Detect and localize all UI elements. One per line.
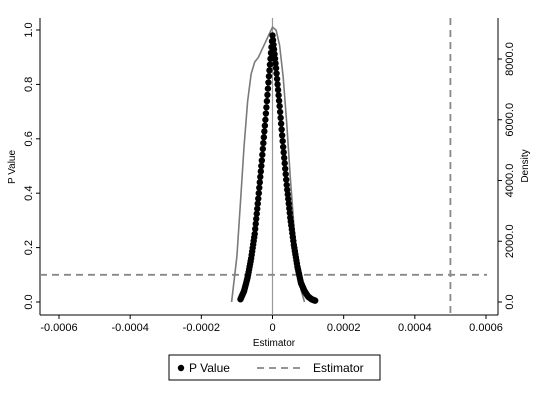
pvalue-point <box>279 143 287 151</box>
pvalue-point <box>280 154 288 162</box>
pvalue-point <box>254 200 261 207</box>
pvalue-point <box>272 64 280 72</box>
pvalue-point <box>275 92 282 99</box>
pvalue-point <box>253 210 260 217</box>
pvalue-point <box>273 75 281 83</box>
y2-tick-label: 8000.0 <box>504 42 516 76</box>
pvalue-point <box>260 139 267 147</box>
pvalue-point <box>278 126 285 133</box>
y-tick-label: 0.6 <box>23 131 35 146</box>
pvalue-point <box>254 205 261 212</box>
pvalue-point <box>274 81 281 88</box>
pvalue-point <box>255 190 262 197</box>
pvalue-point <box>282 165 289 172</box>
x-tick-label: 0.0006 <box>469 322 503 334</box>
x-tick-label: -0.0004 <box>112 322 149 334</box>
pvalue-point <box>258 157 266 164</box>
pvalue-point <box>285 200 292 207</box>
pvalue-point <box>252 220 259 228</box>
pvalue-point <box>272 60 279 67</box>
x-axis-title: Estimator <box>253 338 296 349</box>
pvalue-point <box>273 70 280 77</box>
pvalue-point <box>258 162 265 170</box>
pvalue-point <box>265 73 273 80</box>
y-tick-label: 1.0 <box>23 22 35 37</box>
pvalue-point <box>280 149 287 156</box>
axes <box>39 18 499 316</box>
pvalue-point <box>269 32 276 39</box>
pvalue-point <box>274 86 282 94</box>
y-tick-label: 0.8 <box>23 77 35 92</box>
pvalue-point <box>267 55 274 62</box>
pvalue-point <box>257 168 265 175</box>
pvalue-point <box>253 215 260 223</box>
pvalue-point <box>261 128 268 135</box>
pvalue-point <box>264 91 271 99</box>
pvalue-point <box>277 114 284 122</box>
legend: P Value Estimator <box>168 354 381 381</box>
legend-pvalue-marker <box>177 364 185 372</box>
pvalue-point <box>263 97 271 105</box>
pvalue-point <box>283 176 290 183</box>
pvalue-point <box>269 36 277 44</box>
pvalue-point <box>257 173 264 181</box>
pvalue-point <box>285 195 292 203</box>
pvalue-point <box>276 108 284 116</box>
pvalue-point <box>251 230 258 238</box>
pvalue-point <box>276 102 283 110</box>
y2-tick-label: 2000.0 <box>504 224 516 258</box>
pvalue-point <box>271 55 279 62</box>
pvalue-point <box>286 205 293 212</box>
y2-tick-label: 6000.0 <box>504 103 516 137</box>
pvalue-point <box>312 297 319 304</box>
pvalue-point <box>286 209 293 217</box>
pvalue-point <box>277 120 285 127</box>
legend-pvalue-label: P Value <box>189 361 230 375</box>
x-tick-label: -0.0002 <box>183 322 220 334</box>
x-tick-label: 0.0002 <box>327 322 361 334</box>
pvalue-point <box>266 67 273 74</box>
ticks: 0.0 0.2 0.4 0.6 0.8 1.0 0.0 2000.0 4000.0 6000.0 8… <box>23 22 516 334</box>
pvalue-point <box>265 79 272 86</box>
pvalue-point <box>260 134 268 141</box>
pvalue-point <box>255 195 262 202</box>
pvalue-point <box>262 116 269 123</box>
pvalue-point <box>270 46 278 53</box>
pvalue-point <box>259 145 267 153</box>
pvalue-point <box>252 225 259 233</box>
pvalue-point <box>264 85 272 92</box>
y-tick-label: 0.0 <box>23 294 35 309</box>
y-axis-title: P Value <box>7 150 18 185</box>
pvalue-point <box>266 61 274 68</box>
pvalue-point <box>278 132 286 139</box>
y2-tick-label: 4000.0 <box>504 164 516 198</box>
pvalue-point <box>261 122 269 129</box>
pvalue-point <box>259 151 266 158</box>
pvalue-point <box>284 191 291 198</box>
pvalue-point <box>263 104 270 111</box>
density-curve <box>230 25 306 303</box>
pvalue-point <box>256 179 263 186</box>
y-tick-label: 0.4 <box>23 186 35 201</box>
y-tick-label: 0.2 <box>23 240 35 255</box>
pvalue-point <box>262 110 270 117</box>
pvalue-point <box>275 97 283 104</box>
x-tick-label: 0 <box>269 322 275 334</box>
pvalue-point <box>284 186 291 193</box>
pvalue-point <box>282 170 289 178</box>
y2-tick-label: 0.0 <box>504 294 516 309</box>
pvalue-point <box>256 184 263 191</box>
marks <box>40 18 487 315</box>
x-tick-label: 0.0004 <box>398 322 432 334</box>
y2-axis-title: Density <box>520 149 531 182</box>
pvalue-point <box>270 41 277 48</box>
pvalue-point <box>283 181 290 189</box>
x-tick-label: -0.0006 <box>40 322 77 334</box>
pvalue-point <box>271 50 278 58</box>
pvalue-point <box>281 160 288 167</box>
pvalue-point <box>279 137 286 145</box>
legend-estimator-label: Estimator <box>313 361 364 375</box>
